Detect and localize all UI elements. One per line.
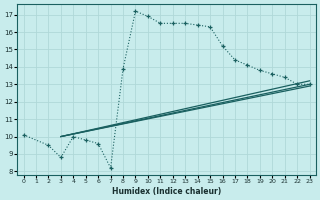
X-axis label: Humidex (Indice chaleur): Humidex (Indice chaleur) [112, 187, 221, 196]
